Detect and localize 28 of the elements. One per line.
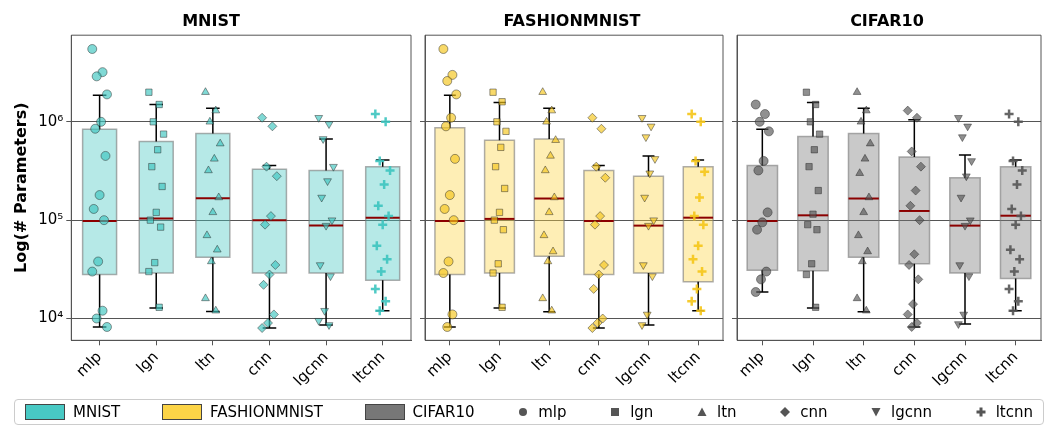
x-tick-label: cnn <box>887 347 920 380</box>
x-tick-label: ltn <box>842 347 870 375</box>
x-tick-label: lgn <box>132 347 162 377</box>
legend-label: MNIST <box>73 403 121 421</box>
x-tick-label: ltn <box>528 347 555 375</box>
legend-label: ltcnn <box>995 403 1033 421</box>
legend-label: cnn <box>800 403 828 421</box>
x-tick-label: mlp <box>422 347 456 381</box>
legend-label: lgn <box>630 403 654 421</box>
x-tick-label: lgn <box>475 347 506 377</box>
x-tick-label: mlp <box>735 347 768 381</box>
y-tick-label: 10⁴ <box>38 308 64 327</box>
x-tick-label: ltn <box>191 347 219 375</box>
legend-label: CIFAR10 <box>412 403 475 421</box>
legend-label: ltn <box>716 403 737 421</box>
chart-title: FASHIONMNIST <box>503 10 641 30</box>
legend-label: lgcnn <box>891 403 933 421</box>
x-tick-label: lgn <box>789 347 819 377</box>
y-tick-label: 10⁶ <box>38 111 64 130</box>
x-tick-label: cnn <box>243 347 276 380</box>
legend-label: FASHIONMNIST <box>209 403 323 421</box>
y-tick-label: 10⁵ <box>38 210 64 229</box>
chart-title: MNIST <box>182 10 240 30</box>
x-tick-label: cnn <box>572 347 605 380</box>
chart-title: CIFAR10 <box>850 10 924 30</box>
x-tick-label: mlp <box>72 347 106 381</box>
legend-label: mlp <box>538 403 567 421</box>
y-axis-title: Log(# Parameters) <box>10 102 30 273</box>
